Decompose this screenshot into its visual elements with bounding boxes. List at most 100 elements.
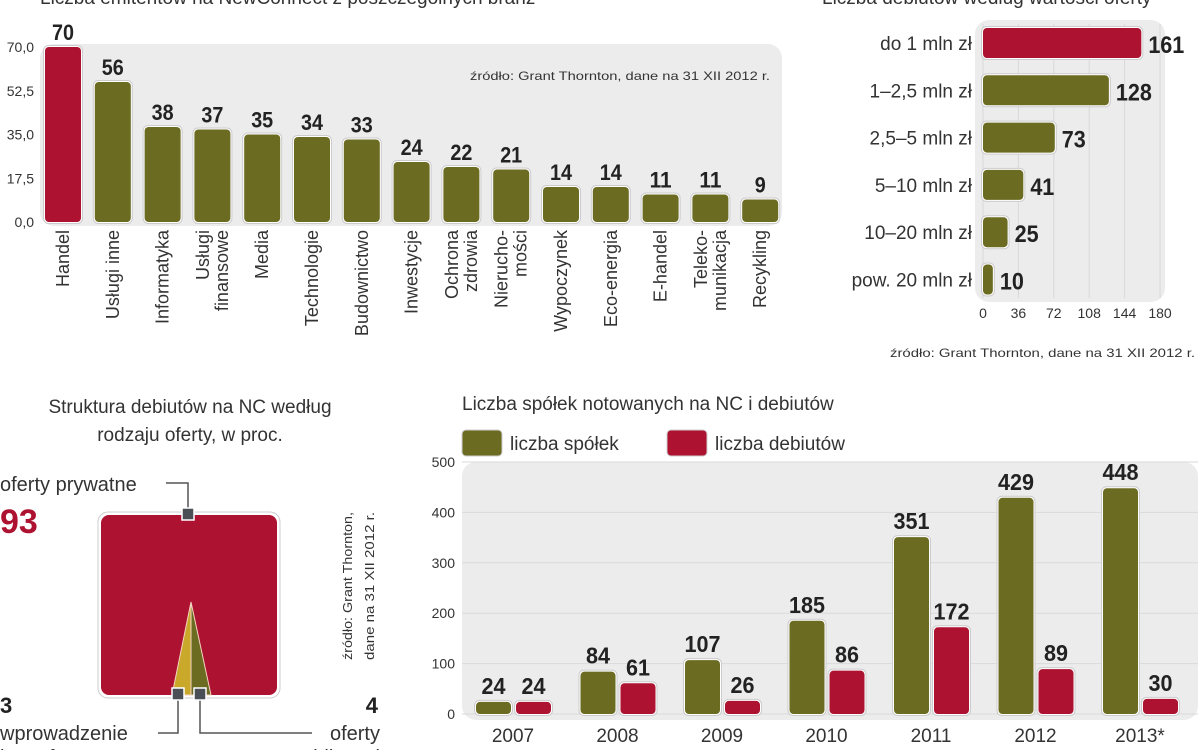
y-tick-label: 17,5 <box>7 170 34 186</box>
legend-swatch <box>461 429 503 457</box>
chart-title: Liczba spółek notowanych na NC i debiutó… <box>462 394 834 415</box>
y-tick-label: 500 <box>432 454 456 470</box>
category-label: zdrowia <box>461 229 481 292</box>
category-label: Informatyka <box>153 229 173 324</box>
x-tick-label: 108 <box>1078 305 1102 321</box>
bar <box>1103 488 1138 714</box>
data-label: 24 <box>482 673 506 699</box>
data-label: 24 <box>401 135 424 160</box>
data-label: 10 <box>1000 269 1024 296</box>
chart-title: Liczba debiutów według wartości oferty <box>822 0 1152 9</box>
x-tick-label: 72 <box>1046 305 1062 321</box>
bar <box>642 194 679 222</box>
chart-title: rodzaju oferty, w proc. <box>97 425 283 446</box>
category-label: Nierucho- <box>492 230 512 308</box>
bar <box>692 194 729 222</box>
data-label: 34 <box>301 110 324 135</box>
bar <box>934 627 969 714</box>
category-label: 1–2,5 mln zł <box>870 81 973 102</box>
category-label: Eco-energia <box>601 229 621 327</box>
bar <box>516 701 551 714</box>
data-label: 14 <box>550 160 573 185</box>
data-label: 14 <box>600 160 623 185</box>
y-tick-label: 52,5 <box>7 83 34 99</box>
y-tick-label: 0,0 <box>15 214 35 230</box>
chart-title: Liczba emitentów na NewConnect z poszcze… <box>40 0 535 9</box>
data-label: 26 <box>731 672 755 698</box>
data-label: 86 <box>835 642 859 668</box>
chart-title: Struktura debiutów na NC według <box>48 397 331 418</box>
leader-line <box>158 695 179 734</box>
data-label: 351 <box>894 508 930 534</box>
slice-label: oferty <box>330 723 380 745</box>
y-tick-label: 400 <box>432 504 456 520</box>
slice-label: publicznej <box>291 747 380 750</box>
bar <box>94 82 131 222</box>
slice-value: 4 <box>366 693 379 718</box>
y-tick-label: 300 <box>432 555 456 571</box>
data-label: 21 <box>500 143 522 168</box>
data-label: 35 <box>251 108 273 133</box>
bar <box>789 620 825 714</box>
category-label: Technologie <box>302 230 322 326</box>
category-label: 5–10 mln zł <box>875 176 973 197</box>
category-label: E-handel <box>651 230 671 302</box>
chart-source: dane na 31 XII 2012 r. <box>362 512 377 660</box>
x-tick-label: 0 <box>979 305 987 321</box>
bar <box>592 187 629 222</box>
data-label: 84 <box>586 643 610 669</box>
data-label: 37 <box>201 103 223 128</box>
category-label: mości <box>511 230 531 277</box>
bar <box>983 28 1142 58</box>
bar <box>543 187 579 222</box>
slice-label: wprowadzenie <box>0 723 128 745</box>
bar <box>1038 669 1074 714</box>
bar <box>983 169 1024 200</box>
data-label: 30 <box>1149 670 1173 696</box>
data-label: 25 <box>1015 221 1039 248</box>
category-label: 2007 <box>492 726 534 747</box>
bar <box>983 264 993 295</box>
data-label: 172 <box>934 598 970 624</box>
y-tick-label: 70,0 <box>7 39 34 55</box>
data-label: 24 <box>522 673 546 699</box>
category-label: Usługi inne <box>103 230 123 319</box>
bar <box>829 670 865 714</box>
bar <box>580 671 616 714</box>
category-label: Inwestycje <box>402 230 422 314</box>
data-label: 128 <box>1116 79 1152 106</box>
category-label: 10–20 mln zł <box>864 223 973 244</box>
bar <box>742 199 779 222</box>
bar <box>476 701 511 714</box>
data-label: 73 <box>1062 127 1086 154</box>
category-label: Handel <box>53 230 73 287</box>
x-tick-label: 36 <box>1011 305 1027 321</box>
category-label: Budownictwo <box>352 230 372 336</box>
x-tick-label: 144 <box>1113 305 1137 321</box>
bar <box>685 660 720 714</box>
category-label: 2010 <box>805 726 847 747</box>
bar <box>343 139 380 222</box>
marker <box>171 687 185 701</box>
category-label: 2012 <box>1014 726 1056 747</box>
slice-value: 3 <box>0 693 12 718</box>
bar <box>244 134 281 222</box>
category-label: finansowe <box>212 230 232 311</box>
data-label: 56 <box>102 55 124 80</box>
category-label: Teleko- <box>691 230 711 288</box>
data-label: 22 <box>450 140 472 165</box>
legend-label: liczba debiutów <box>715 434 845 455</box>
category-label: Ochrona <box>442 229 462 299</box>
bar <box>45 47 81 222</box>
bar <box>393 162 430 222</box>
bar <box>1143 698 1178 714</box>
data-label: 429 <box>998 469 1034 495</box>
category-label: 2009 <box>701 726 743 747</box>
category-label: 2,5–5 mln zł <box>870 129 973 150</box>
data-label: 107 <box>685 631 721 657</box>
category-label: Wypoczynek <box>551 229 571 332</box>
data-label: 448 <box>1103 459 1139 485</box>
category-label: 2011 <box>911 726 952 747</box>
bar <box>998 497 1034 714</box>
y-tick-label: 0 <box>447 706 455 722</box>
